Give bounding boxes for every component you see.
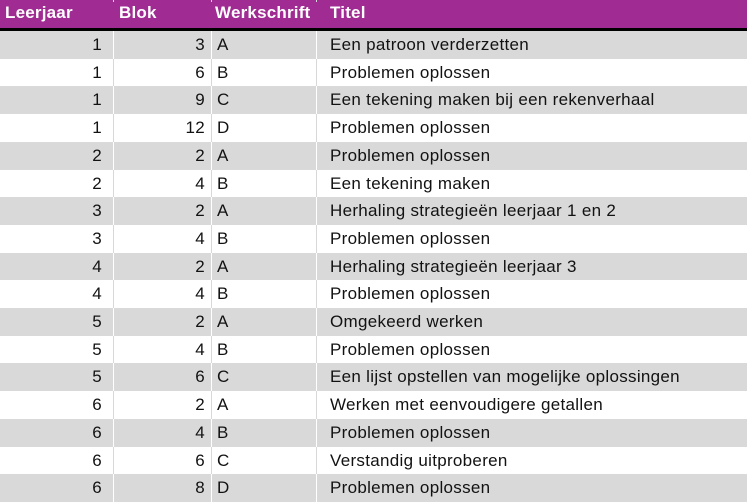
cell-werkschrift[interactable]: A	[211, 31, 316, 59]
cell-titel[interactable]: Problemen oplossen	[316, 418, 747, 447]
cell-leerjaar[interactable]: 1	[92, 62, 102, 82]
cell-blok[interactable]: 8	[113, 474, 211, 502]
cell-werkschrift[interactable]: B	[211, 58, 316, 87]
table-row: 4 2 A Herhaling strategieën leerjaar 3	[0, 252, 747, 281]
cell-leerjaar[interactable]: 3	[92, 201, 102, 221]
cell-leerjaar[interactable]: 1	[92, 90, 102, 110]
cell-blok[interactable]: 4	[113, 335, 211, 364]
table-row: 1 6 B Problemen oplossen	[0, 58, 747, 87]
cell-blok[interactable]: 4	[113, 224, 211, 253]
cell-leerjaar[interactable]: 3	[92, 228, 102, 248]
table-row: 1 3 A Een patroon verderzetten	[0, 31, 747, 59]
cell-titel[interactable]: Een lijst opstellen van mogelijke oploss…	[316, 363, 747, 392]
cell-werkschrift[interactable]: A	[211, 141, 316, 170]
table-row: 5 6 C Een lijst opstellen van mogelijke opl…	[0, 363, 747, 392]
cell-blok[interactable]: 6	[113, 58, 211, 87]
cell-werkschrift[interactable]: B	[211, 169, 316, 198]
cell-blok[interactable]: 4	[113, 169, 211, 198]
cell-titel[interactable]: Problemen oplossen	[316, 58, 747, 87]
table-row: 6 8 D Problemen oplossen	[0, 474, 747, 502]
cell-werkschrift[interactable]: B	[211, 418, 316, 447]
cell-leerjaar[interactable]: 5	[92, 312, 102, 332]
table-row: 2 2 A Problemen oplossen	[0, 141, 747, 170]
cell-titel[interactable]: Problemen oplossen	[316, 335, 747, 364]
cell-blok[interactable]: 4	[113, 280, 211, 309]
table-row: 2 4 B Een tekening maken	[0, 169, 747, 198]
cell-titel[interactable]: Verstandig uitproberen	[316, 446, 747, 475]
header-cell-werkschrift[interactable]: Werkschrift	[215, 3, 311, 23]
cell-titel[interactable]: Problemen oplossen	[316, 114, 747, 142]
gridline-tick	[316, 0, 317, 2]
cell-blok[interactable]: 2	[113, 141, 211, 170]
cell-werkschrift[interactable]: C	[211, 86, 316, 115]
cell-titel[interactable]: Problemen oplossen	[316, 141, 747, 170]
table-row: 5 4 B Problemen oplossen	[0, 335, 747, 364]
cell-titel[interactable]: Een tekening maken bij een rekenverhaal	[316, 86, 747, 115]
cell-blok[interactable]: 9	[113, 86, 211, 115]
cell-werkschrift[interactable]: C	[211, 446, 316, 475]
table-row: 4 4 B Problemen oplossen	[0, 280, 747, 309]
cell-leerjaar[interactable]: 1	[92, 118, 102, 138]
table-row: 3 4 B Problemen oplossen	[0, 224, 747, 253]
cell-blok[interactable]: 2	[113, 391, 211, 419]
cell-titel[interactable]: Een tekening maken	[316, 169, 747, 198]
cell-blok[interactable]: 2	[113, 197, 211, 225]
cell-werkschrift[interactable]: A	[211, 391, 316, 419]
cell-leerjaar[interactable]: 6	[92, 478, 102, 498]
cell-titel[interactable]: Problemen oplossen	[316, 280, 747, 309]
cell-blok[interactable]: 12	[113, 114, 211, 142]
table-body: 1 3 A Een patroon verderzetten 1 6 B Problemen …	[0, 31, 747, 502]
table-row: 6 6 C Verstandig uitproberen	[0, 446, 747, 475]
cell-titel[interactable]: Problemen oplossen	[316, 224, 747, 253]
table-row: 3 2 A Herhaling strategieën leerjaar 1 en 2	[0, 197, 747, 225]
table-row: 5 2 A Omgekeerd werken	[0, 308, 747, 336]
cell-titel[interactable]: Herhaling strategieën leerjaar 3	[316, 252, 747, 281]
header-cell-blok[interactable]: Blok	[119, 3, 157, 23]
cell-titel[interactable]: Problemen oplossen	[316, 474, 747, 502]
cell-leerjaar[interactable]: 6	[92, 422, 102, 442]
cell-leerjaar[interactable]: 4	[92, 284, 102, 304]
table-row: 6 4 B Problemen oplossen	[0, 418, 747, 447]
cell-leerjaar[interactable]: 1	[92, 35, 102, 55]
table-row: 6 2 A Werken met eenvoudigere getallen	[0, 391, 747, 419]
cell-blok[interactable]: 3	[113, 31, 211, 59]
gridline-tick	[113, 0, 114, 2]
cell-leerjaar[interactable]: 6	[92, 395, 102, 415]
cell-blok[interactable]: 6	[113, 363, 211, 392]
table-row: 1 9 C Een tekening maken bij een rekenverha…	[0, 86, 747, 115]
cell-werkschrift[interactable]: A	[211, 308, 316, 336]
cell-blok[interactable]: 6	[113, 446, 211, 475]
cell-leerjaar[interactable]: 4	[92, 256, 102, 276]
cell-werkschrift[interactable]: D	[211, 474, 316, 502]
cell-titel[interactable]: Omgekeerd werken	[316, 308, 747, 336]
cell-leerjaar[interactable]: 5	[92, 367, 102, 387]
cell-leerjaar[interactable]: 6	[92, 450, 102, 470]
header-cell-titel[interactable]: Titel	[330, 3, 366, 23]
cell-werkschrift[interactable]: C	[211, 363, 316, 392]
cell-werkschrift[interactable]: B	[211, 224, 316, 253]
header-cell-leerjaar[interactable]: Leerjaar	[5, 3, 73, 23]
cell-titel[interactable]: Een patroon verderzetten	[316, 31, 747, 59]
table-row: 1 12 D Problemen oplossen	[0, 114, 747, 142]
cell-werkschrift[interactable]: A	[211, 252, 316, 281]
cell-titel[interactable]: Herhaling strategieën leerjaar 1 en 2	[316, 197, 747, 225]
cell-leerjaar[interactable]: 2	[92, 173, 102, 193]
gridline-tick	[211, 0, 212, 2]
cell-werkschrift[interactable]: B	[211, 280, 316, 309]
header-row: Leerjaar Blok Werkschrift Titel	[0, 0, 747, 31]
cell-blok[interactable]: 2	[113, 252, 211, 281]
cell-blok[interactable]: 4	[113, 418, 211, 447]
cell-leerjaar[interactable]: 5	[92, 339, 102, 359]
cell-werkschrift[interactable]: A	[211, 197, 316, 225]
cell-werkschrift[interactable]: D	[211, 114, 316, 142]
cell-werkschrift[interactable]: B	[211, 335, 316, 364]
cell-leerjaar[interactable]: 2	[92, 145, 102, 165]
cell-titel[interactable]: Werken met eenvoudigere getallen	[316, 391, 747, 419]
cell-blok[interactable]: 2	[113, 308, 211, 336]
